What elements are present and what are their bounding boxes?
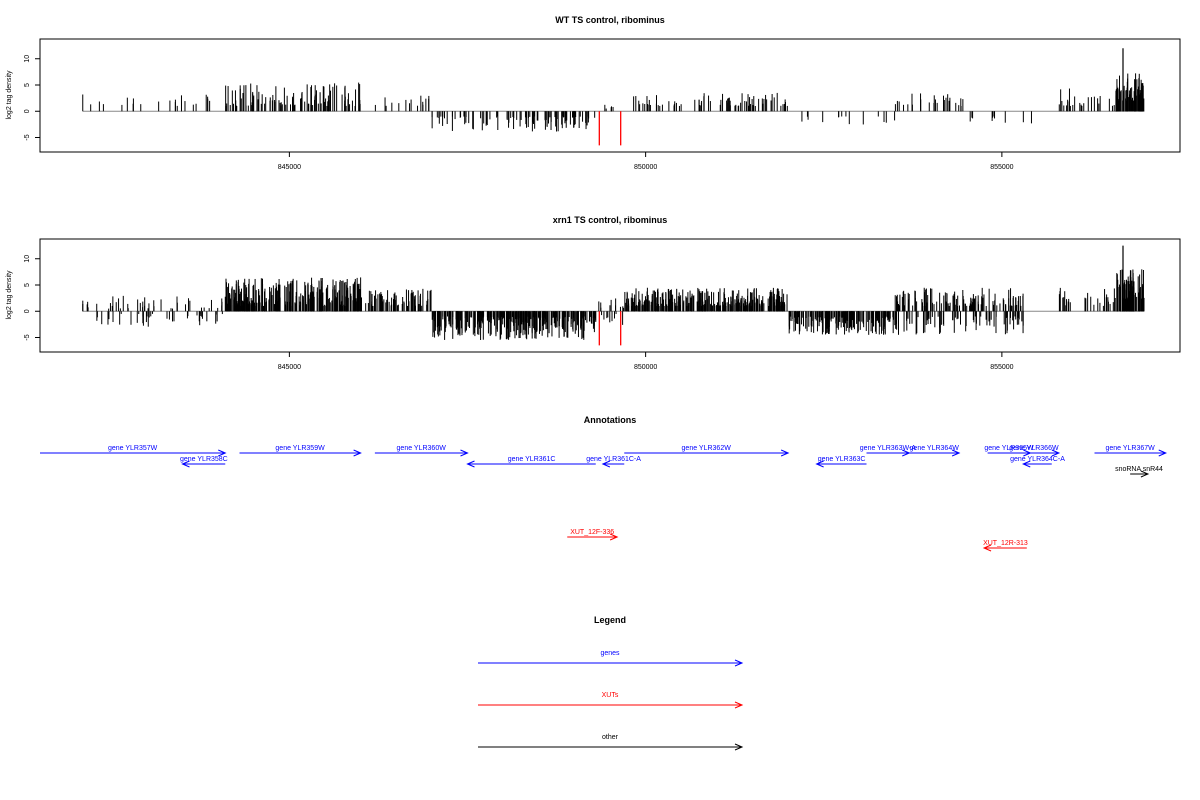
- feature-label: gene YLR361C-A: [586, 456, 641, 463]
- x-axis: 845000 850000 855000: [278, 351, 1014, 371]
- legend-label: genes: [600, 650, 620, 657]
- annotation-feature: gene YLR364W: [909, 445, 961, 457]
- legend-item: genes: [478, 650, 744, 667]
- annotation-feature: gene YLR357W: [40, 445, 227, 457]
- annotation-feature: gene YLR358C: [180, 456, 228, 468]
- y-tick-label: 5: [24, 283, 31, 287]
- y-tick-label: 0: [24, 109, 31, 113]
- legend: Legend genes XUTs other: [478, 615, 744, 751]
- feature-label: XUT_12F-336: [570, 529, 614, 536]
- feature-label: gene YLR364C-A: [1010, 456, 1065, 463]
- density-bars: [82, 48, 1145, 146]
- annotation-feature: snoRNA snR44: [1115, 466, 1163, 478]
- feature-arrow-head: [601, 460, 611, 468]
- legend-arrow-head: [734, 743, 744, 751]
- x-tick-label: 845000: [278, 164, 301, 171]
- panel-title: xrn1 TS control, ribominus: [553, 215, 668, 225]
- feature-label: gene YLR363W-A: [860, 445, 916, 452]
- y-axis-label: log2 tag density: [6, 270, 13, 320]
- feature-arrow-head: [1140, 470, 1150, 478]
- annotation-feature: gene YLR359W: [239, 445, 362, 457]
- legend-arrow-head: [734, 701, 744, 709]
- legend-arrow-head: [734, 659, 744, 667]
- y-axis: -5 0 5 10: [24, 255, 41, 341]
- x-tick-label: 855000: [990, 364, 1013, 371]
- feature-label: gene YLR360W: [397, 445, 447, 452]
- legend-item: other: [478, 734, 744, 751]
- feature-label: gene YLR363C: [818, 456, 866, 463]
- y-tick-label: -5: [24, 334, 31, 340]
- feature-arrow-head: [466, 460, 475, 468]
- panel-xrn1-ts-control: xrn1 TS control, ribominus log2 tag dens…: [6, 215, 1181, 371]
- feature-arrow-head: [460, 449, 469, 457]
- y-tick-label: 5: [24, 83, 31, 87]
- annotation-feature: gene YLR363C: [815, 456, 867, 468]
- annotation-feature: gene YLR360W: [374, 445, 469, 457]
- annotation-feature: gene YLR367W: [1094, 445, 1168, 457]
- feature-arrow-head: [1021, 460, 1031, 468]
- x-tick-label: 850000: [634, 164, 657, 171]
- y-tick-label: 10: [24, 255, 31, 263]
- density-bars: [82, 245, 1145, 346]
- feature-arrow-head: [181, 460, 190, 468]
- annotation-feature: XUT_12R-313: [982, 540, 1028, 552]
- legend-label: other: [602, 734, 619, 741]
- feature-label: gene YLR361C: [508, 456, 556, 463]
- feature-label: gene YLR365W: [984, 445, 1034, 452]
- feature-arrow-head: [982, 544, 992, 552]
- legend-title: Legend: [594, 615, 626, 625]
- legend-items: genes XUTs other: [478, 650, 744, 751]
- annotation-feature: gene YLR364C-A: [1010, 456, 1065, 468]
- feature-label: gene YLR362W: [682, 445, 732, 452]
- plot-frame: [39, 38, 1181, 153]
- panel-title: WT TS control, ribominus: [555, 15, 665, 25]
- feature-arrow-head: [780, 449, 790, 457]
- x-tick-label: 850000: [634, 364, 657, 371]
- annotation-feature: XUT_12F-336: [567, 529, 619, 541]
- feature-label: gene YLR364W: [910, 445, 960, 452]
- y-tick-label: -5: [24, 134, 31, 140]
- x-tick-label: 845000: [278, 364, 301, 371]
- annotations-title: Annotations: [584, 415, 637, 425]
- feature-arrow-head: [1051, 449, 1061, 457]
- feature-label: gene YLR358C: [180, 456, 228, 463]
- feature-label: gene YLR357W: [108, 445, 158, 452]
- annotation-feature: gene YLR362W: [624, 445, 790, 457]
- y-tick-label: 0: [24, 309, 31, 313]
- feature-arrow-head: [815, 460, 824, 468]
- annotation-feature: gene YLR361C: [466, 456, 596, 468]
- x-tick-label: 855000: [990, 164, 1013, 171]
- feature-arrow-head: [609, 533, 619, 541]
- feature-arrow-head: [353, 449, 362, 457]
- annotation-features: gene YLR357W gene YLR358C gene YLR359W gene…: [40, 445, 1168, 552]
- legend-item: XUTs: [478, 692, 744, 709]
- y-tick-label: 10: [24, 55, 31, 63]
- annotation-feature: gene YLR366W: [1009, 445, 1061, 457]
- legend-label: XUTs: [602, 692, 619, 699]
- annotation-feature: gene YLR361C-A: [586, 456, 641, 468]
- feature-arrow-head: [951, 449, 961, 457]
- y-axis: -5 0 5 10: [24, 55, 41, 141]
- feature-label: snoRNA snR44: [1115, 466, 1163, 473]
- feature-arrow-head: [1158, 449, 1168, 457]
- panel-wt-ts-control: WT TS control, ribominus log2 tag densit…: [6, 15, 1181, 171]
- feature-label: gene YLR367W: [1105, 445, 1155, 452]
- annotation-feature: gene YLR363W-A: [860, 445, 916, 457]
- x-axis: 845000 850000 855000: [278, 151, 1014, 171]
- feature-label: gene YLR359W: [275, 445, 325, 452]
- feature-label: gene YLR366W: [1009, 445, 1059, 452]
- y-axis-label: log2 tag density: [6, 70, 13, 120]
- feature-arrow-head: [218, 449, 227, 457]
- feature-label: XUT_12R-313: [983, 540, 1028, 547]
